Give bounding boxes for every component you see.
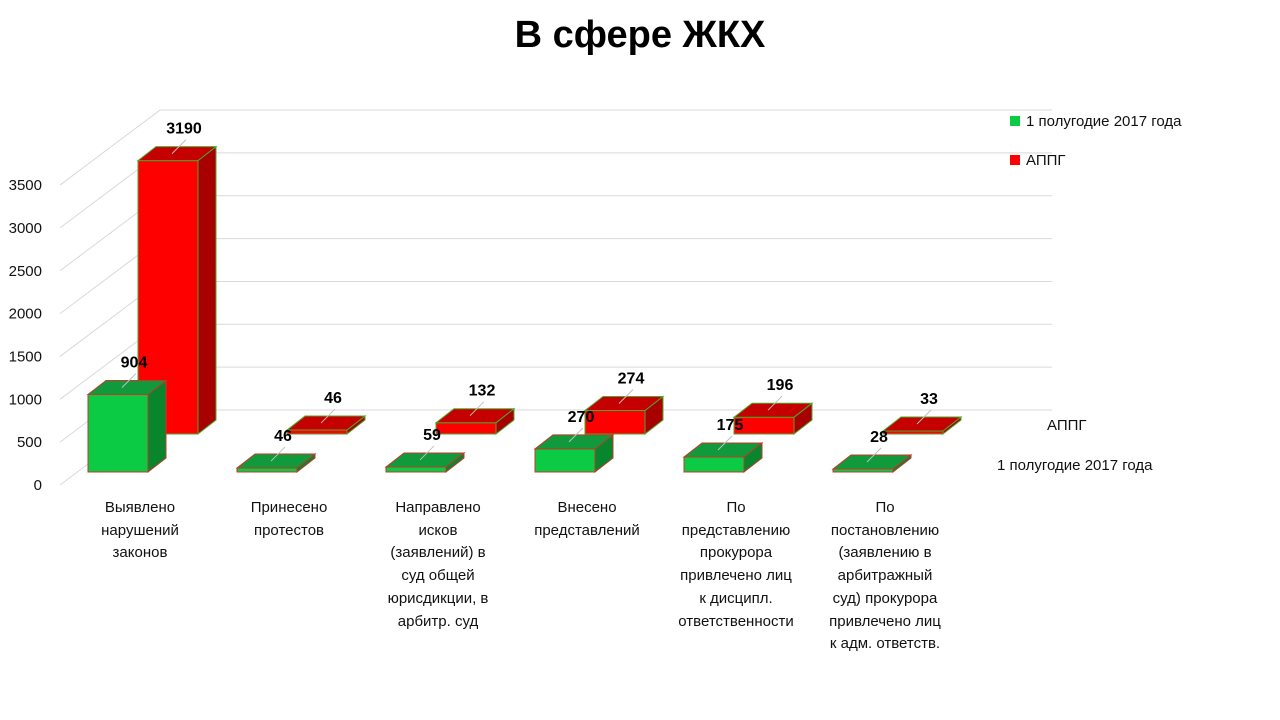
data-label: 46: [274, 428, 292, 445]
bar-front: [286, 429, 348, 435]
bar-side: [147, 379, 167, 474]
category-label-line: арбитр. суд: [397, 612, 479, 630]
category-label-line: к адм. ответств.: [829, 635, 941, 653]
category-label-line: постановлению: [830, 521, 940, 539]
bar-front: [534, 448, 596, 473]
data-label-leader: [767, 395, 783, 411]
bar-front: [683, 456, 745, 473]
bar-top: [881, 416, 963, 432]
bar-top: [86, 380, 168, 396]
category-label-line: юрисдикции, в: [387, 589, 489, 607]
category-label-line: (заявлению в: [838, 544, 932, 562]
data-label: 274: [618, 371, 645, 388]
data-label: 175: [717, 417, 744, 434]
bar-front: [385, 466, 447, 473]
depth-axis-label-current: 1 полугодие 2017 года: [997, 457, 1153, 474]
category-label-line: По: [875, 499, 895, 516]
category-label-line: По: [726, 499, 746, 516]
category-label-line: ответственности: [678, 612, 794, 630]
bar-top: [136, 146, 218, 162]
legend-swatch-current: [1010, 116, 1020, 126]
legend-label-appg: АППГ: [1026, 152, 1066, 169]
category-label-line: протестов: [253, 521, 325, 539]
gridline-diagonal: [59, 109, 161, 186]
bar-front: [87, 394, 149, 473]
bar-front: [435, 422, 497, 435]
category-label-line: Внесено: [557, 499, 617, 516]
legend-item-appg: АППГ: [1010, 152, 1066, 169]
category-label-line: суд общей: [401, 567, 475, 585]
bar-top: [682, 442, 764, 458]
category-label: Принесено протестов: [224, 497, 354, 542]
y-tick-label: 3000: [9, 220, 42, 237]
bar-top: [533, 434, 615, 450]
category-label-line: Принесено: [250, 499, 328, 516]
category-label-line: законов: [112, 544, 168, 562]
y-tick-label: 1000: [9, 391, 42, 408]
category-label-line: представлений: [534, 521, 640, 539]
category-label-line: нарушений: [101, 521, 179, 539]
category-label-line: суд) прокурора: [832, 589, 938, 607]
y-tick-label: 0: [34, 477, 42, 494]
data-label-leader: [320, 408, 336, 424]
bar-front: [236, 467, 298, 473]
category-label-line: представлению: [681, 521, 791, 539]
data-label: 3190: [166, 121, 202, 138]
legend-swatch-appg: [1010, 155, 1020, 165]
legend-label-current: 1 полугодие 2017 года: [1026, 113, 1182, 130]
data-label: 33: [920, 391, 938, 408]
bar-top: [235, 453, 317, 469]
category-label: Выявлено нарушений законов: [75, 497, 205, 565]
y-tick-label: 2500: [9, 263, 42, 280]
data-label: 59: [423, 427, 441, 444]
data-label-leader: [866, 447, 882, 463]
category-label: Направлено исков (заявлений) в суд общей юри…: [373, 497, 503, 633]
data-label: 46: [324, 390, 342, 407]
data-label: 904: [121, 355, 148, 372]
chart-title: В сфере ЖКХ: [514, 14, 766, 56]
depth-axis-label-appg: АППГ: [1047, 417, 1087, 434]
bar-top: [384, 452, 466, 468]
category-label-line: к дисципл.: [699, 589, 773, 607]
category-label-line: исков: [418, 521, 458, 539]
category-label-line: привлечено лиц: [680, 567, 792, 585]
category-label: По представлению прокурора привлечено лиц к …: [671, 497, 801, 633]
data-label-leader: [568, 427, 584, 443]
data-label-leader: [121, 373, 137, 388]
bar-top: [434, 408, 516, 424]
category-label-line: (заявлений) в: [390, 544, 486, 562]
data-label: 132: [469, 383, 496, 400]
bar-top: [831, 454, 913, 470]
category-label-line: Направлено: [395, 499, 481, 516]
data-label-leader: [171, 139, 187, 154]
data-label-leader: [717, 435, 733, 451]
bar-top: [583, 396, 665, 412]
bar-side: [197, 145, 217, 436]
category-label-line: арбитражный: [837, 567, 933, 585]
data-label: 196: [767, 377, 794, 394]
category-label: По постановлению (заявлению в арбитражный су…: [820, 497, 950, 656]
data-label-leader: [270, 446, 286, 462]
data-label-leader: [469, 401, 485, 417]
category-label: Внесено представлений: [522, 497, 652, 542]
y-tick-label: 2000: [9, 306, 42, 323]
bar-top: [732, 402, 814, 418]
y-tick-label: 1500: [9, 348, 42, 365]
data-label-leader: [618, 389, 634, 404]
category-label-line: привлечено лиц: [829, 612, 941, 630]
category-label-line: прокурора: [699, 544, 773, 562]
legend-item-current: 1 полугодие 2017 года: [1010, 113, 1181, 130]
data-label: 270: [568, 409, 595, 426]
y-tick-label: 3500: [9, 177, 42, 194]
data-label-leader: [419, 445, 435, 461]
data-label-leader: [916, 409, 932, 425]
y-tick-label: 500: [17, 434, 42, 451]
category-label-line: Выявлено: [104, 499, 176, 516]
data-label: 28: [870, 429, 888, 446]
bar-top: [285, 415, 367, 431]
